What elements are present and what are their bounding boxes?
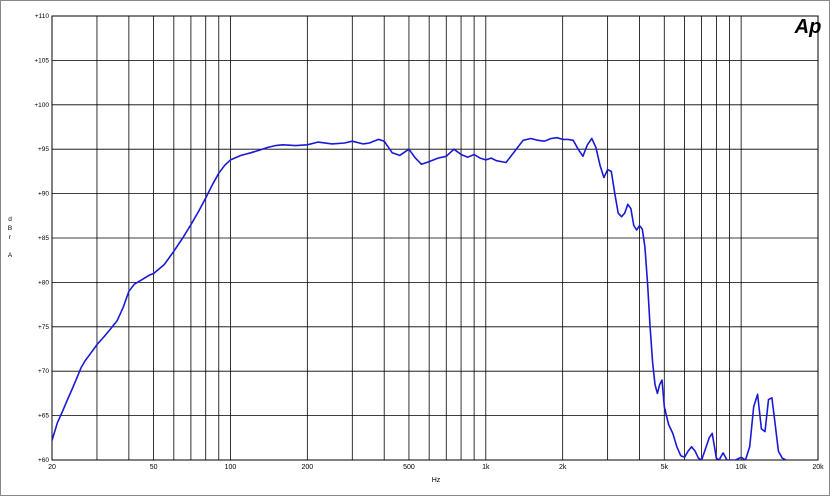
x-tick-label: 1k [482,464,490,471]
y-tick-label: +105 [34,57,49,64]
series-line [52,136,787,460]
x-tick-label: 500 [403,464,415,471]
y-tick-labels: +60 +65 +70 +75 +80 +85 +90 +95 +100 +105 +110 [34,13,49,464]
plot-area [51,15,819,461]
series-layer [52,136,787,460]
y-axis-label-char: r [9,234,12,241]
x-tick-label: 20 [48,464,56,471]
y-tick-label: +85 [38,235,49,242]
x-tick-label: 50 [150,464,158,471]
y-tick-label: +65 [38,413,49,420]
y-axis-label-char: B [8,225,12,232]
y-tick-label: +95 [38,146,49,153]
x-axis-label: Hz [432,477,441,484]
ap-logo: Ap [794,16,822,38]
y-tick-label: +80 [38,279,49,286]
x-tick-label: 10k [735,464,747,471]
x-tick-label: 200 [301,464,313,471]
x-tick-label: 5k [661,464,669,471]
x-tick-label: 100 [225,464,237,471]
y-tick-label: +60 [38,457,49,464]
x-tick-label: 20k [812,464,824,471]
y-tick-label: +90 [38,191,49,198]
y-tick-label: +75 [38,324,49,331]
y-axis-label-char: A [8,252,13,259]
y-tick-label: +70 [38,368,49,375]
y-axis-label-char: d [8,216,12,223]
y-tick-label: +110 [35,13,50,20]
y-axis-label: dBr A [8,216,13,259]
y-tick-label: +100 [34,102,49,109]
x-tick-label: 2k [559,464,567,471]
x-tick-labels: 20 50 100 200 500 1k 2k 5k 10k 20k [48,464,824,471]
